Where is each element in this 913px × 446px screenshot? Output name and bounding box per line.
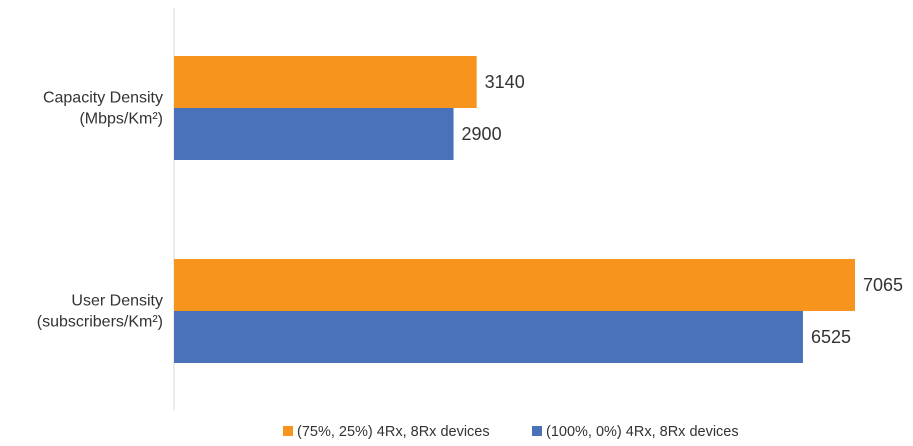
category-label-line: (Mbps/Km²) (79, 111, 163, 128)
data-label-capacity-density-series-1: 3140 (485, 72, 525, 92)
legend-swatch-series-2 (532, 426, 542, 436)
bar-capacity-density-series-2 (174, 108, 454, 160)
legend-label-series-2: (100%, 0%) 4Rx, 8Rx devices (546, 424, 739, 440)
category-label-user-density: User Density (subscribers/Km²) (37, 293, 163, 331)
legend-label-series-1: (75%, 25%) 4Rx, 8Rx devices (297, 424, 490, 440)
category-label-line: (subscribers/Km²) (37, 314, 163, 331)
data-label-user-density-series-2: 6525 (811, 327, 851, 347)
data-label-capacity-density-series-2: 2900 (462, 124, 502, 144)
legend-swatch-series-1 (283, 426, 293, 436)
bar-user-density-series-1 (174, 259, 855, 311)
data-label-user-density-series-1: 7065 (863, 275, 903, 295)
bar-capacity-density-series-1 (174, 56, 477, 108)
category-label-line: Capacity Density (43, 90, 163, 107)
category-label-line: User Density (71, 293, 163, 310)
bar-user-density-series-2 (174, 311, 803, 363)
category-label-capacity-density: Capacity Density (Mbps/Km²) (43, 90, 163, 128)
